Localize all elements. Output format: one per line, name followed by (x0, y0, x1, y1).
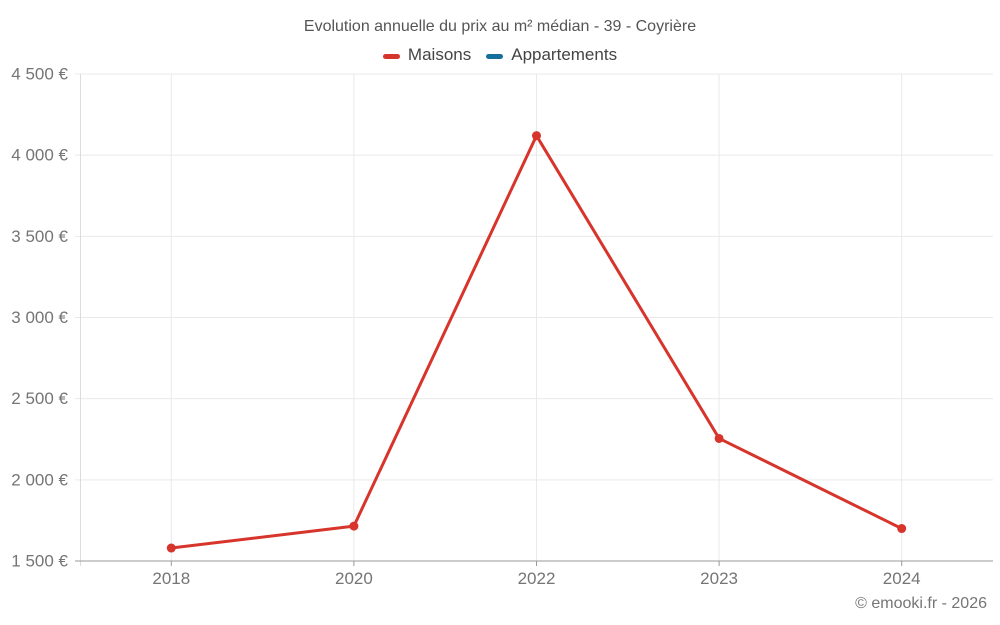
chart-title: Evolution annuelle du prix au m² médian … (303, 18, 697, 35)
x-tick-label: 2018 (152, 569, 190, 588)
data-point-maisons (349, 521, 359, 531)
legend-swatch-maisons (382, 53, 400, 59)
legend-item-maisons[interactable]: Maisons (382, 45, 472, 65)
y-tick-label: 2 000 € (11, 470, 68, 489)
y-tick-label: 3 500 € (11, 227, 68, 246)
y-tick-label: 4 000 € (11, 146, 68, 165)
legend-swatch-appartements (486, 53, 504, 59)
legend-label-appartements: Appartements (511, 45, 618, 64)
x-tick-label: 2020 (335, 569, 373, 588)
y-tick-label: 4 500 € (11, 65, 68, 84)
y-tick-label: 2 500 € (11, 389, 68, 408)
x-tick-label: 2024 (883, 569, 921, 588)
legend: Maisons Appartements (0, 45, 1000, 65)
data-point-maisons (714, 433, 724, 443)
legend-item-appartements[interactable]: Appartements (486, 45, 617, 65)
y-tick-label: 1 500 € (11, 552, 68, 571)
data-point-maisons (897, 524, 907, 534)
attribution: © emooki.fr - 2026 (855, 595, 987, 612)
x-tick-label: 2022 (518, 569, 556, 588)
y-tick-label: 3 000 € (11, 308, 68, 327)
data-point-maisons (166, 543, 176, 553)
legend-label-maisons: Maisons (407, 45, 472, 64)
data-point-maisons (532, 131, 541, 141)
x-tick-label: 2023 (700, 569, 738, 588)
